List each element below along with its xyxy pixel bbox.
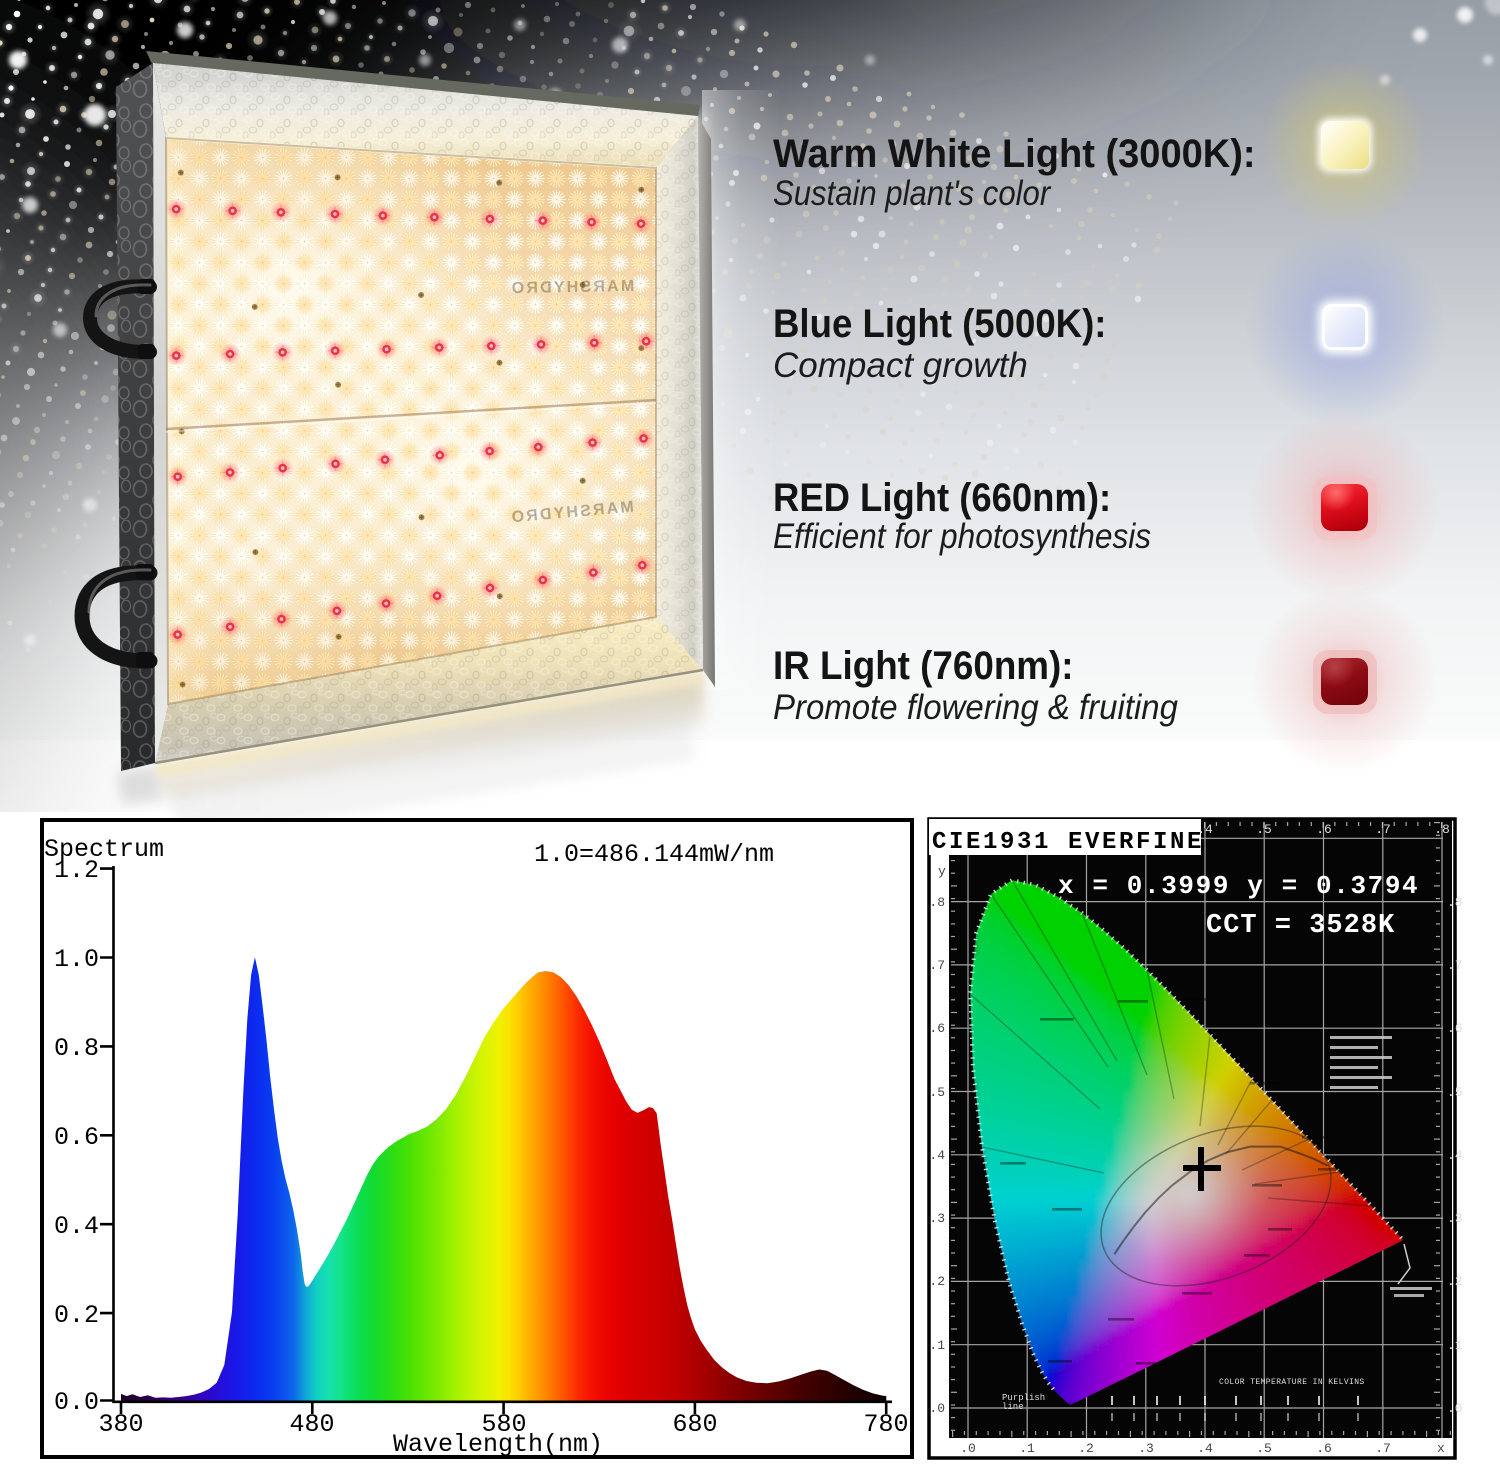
svg-text:1.0=486.144mW/nm: 1.0=486.144mW/nm xyxy=(534,840,774,869)
svg-text:1.2: 1.2 xyxy=(54,856,99,885)
svg-text:x = 0.3999 y = 0.3794: x = 0.3999 y = 0.3794 xyxy=(1058,871,1419,901)
svg-text:.3: .3 xyxy=(1138,1441,1154,1456)
svg-text:line: line xyxy=(1002,1402,1024,1412)
svg-text:1.0: 1.0 xyxy=(54,945,99,974)
svg-text:.1: .1 xyxy=(1019,1441,1035,1456)
svg-text:.0: .0 xyxy=(929,1401,945,1416)
svg-text:.0: .0 xyxy=(1447,1401,1463,1416)
svg-text:0.2: 0.2 xyxy=(54,1301,99,1330)
svg-text:.2: .2 xyxy=(1078,1441,1094,1456)
svg-text:.3: .3 xyxy=(1447,1211,1463,1226)
svg-text:0.6: 0.6 xyxy=(54,1123,99,1152)
svg-text:0.4: 0.4 xyxy=(54,1212,99,1241)
svg-text:y: y xyxy=(938,864,946,879)
svg-text:.3: .3 xyxy=(929,1211,945,1226)
svg-text:.4: .4 xyxy=(1197,822,1213,837)
svg-text:x: x xyxy=(1437,1441,1445,1456)
svg-text:Purplish: Purplish xyxy=(1002,1393,1045,1403)
svg-text:.4: .4 xyxy=(1197,1441,1213,1456)
svg-text:780: 780 xyxy=(863,1410,908,1439)
svg-text:.5: .5 xyxy=(1256,1441,1272,1456)
svg-text:.7: .7 xyxy=(1375,1441,1391,1456)
svg-text:380: 380 xyxy=(98,1410,143,1439)
svg-text:.7: .7 xyxy=(929,958,945,973)
svg-text:0.0: 0.0 xyxy=(54,1388,99,1417)
svg-text:.2: .2 xyxy=(1447,1274,1463,1289)
svg-text:580: 580 xyxy=(481,1410,526,1439)
svg-text:.6: .6 xyxy=(1447,1021,1463,1036)
svg-text:.4: .4 xyxy=(929,1148,945,1163)
svg-text:CIE1931 EVERFINE: CIE1931 EVERFINE xyxy=(932,829,1204,856)
svg-text:.5: .5 xyxy=(1447,1085,1463,1100)
svg-text:Spectrum: Spectrum xyxy=(44,835,164,864)
svg-text:.1: .1 xyxy=(929,1338,945,1353)
svg-text:.4: .4 xyxy=(1447,1148,1463,1163)
svg-text:COLOR TEMPERATURE IN KELVINS: COLOR TEMPERATURE IN KELVINS xyxy=(1219,1378,1365,1387)
svg-text:.7: .7 xyxy=(1375,822,1391,837)
svg-text:.6: .6 xyxy=(1316,822,1332,837)
svg-text:.0: .0 xyxy=(960,1441,976,1456)
svg-text:.7: .7 xyxy=(1447,958,1463,973)
svg-text:.6: .6 xyxy=(1316,1441,1332,1456)
svg-text:.8: .8 xyxy=(929,895,945,910)
svg-text:.5: .5 xyxy=(1256,822,1272,837)
svg-text:.2: .2 xyxy=(929,1274,945,1289)
svg-text:0.8: 0.8 xyxy=(54,1034,99,1063)
svg-text:.6: .6 xyxy=(929,1021,945,1036)
svg-text:.8: .8 xyxy=(1447,895,1463,910)
svg-text:MARSHYDRO: MARSHYDRO xyxy=(509,278,634,297)
svg-text:Wavelength(nm): Wavelength(nm) xyxy=(393,1430,603,1459)
svg-text:.1: .1 xyxy=(1447,1338,1463,1353)
svg-text:480: 480 xyxy=(289,1410,334,1439)
svg-text:680: 680 xyxy=(672,1410,717,1439)
svg-text:.8: .8 xyxy=(1434,822,1450,837)
svg-text:.5: .5 xyxy=(929,1085,945,1100)
svg-text:CCT = 3528K: CCT = 3528K xyxy=(1206,911,1395,941)
